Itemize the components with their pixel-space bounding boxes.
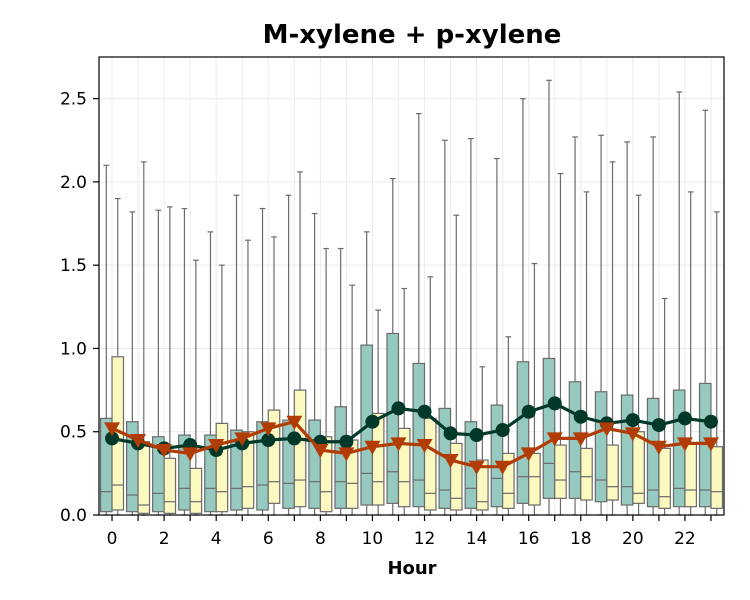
x-tick-label: 6 <box>263 529 274 549</box>
series-point <box>572 432 589 447</box>
series-point <box>182 447 199 462</box>
y-tick-label: 2.0 <box>60 173 87 193</box>
series-point <box>676 437 693 452</box>
lines <box>104 396 719 475</box>
box <box>308 419 321 509</box>
series-point <box>391 401 406 416</box>
box <box>241 431 255 509</box>
series-point <box>520 447 537 462</box>
box <box>397 427 411 508</box>
series-point <box>260 422 277 437</box>
series-point <box>417 404 432 419</box>
x-tick-label: 14 <box>466 529 488 549</box>
series-point <box>390 437 407 452</box>
series-point <box>546 432 563 447</box>
series-point <box>650 440 667 455</box>
box <box>215 422 229 513</box>
box <box>371 412 385 506</box>
series-point <box>338 447 355 462</box>
series-point <box>702 437 719 452</box>
series-point <box>573 409 588 424</box>
box <box>293 389 307 508</box>
series-point <box>339 434 354 449</box>
x-axis-label: Hour <box>387 558 436 579</box>
series-point <box>677 411 692 426</box>
series-point <box>105 431 120 446</box>
series-point <box>261 433 276 448</box>
y-tick-label: 0.5 <box>60 423 87 443</box>
box <box>632 431 645 504</box>
series-point <box>104 422 121 437</box>
x-tick-label: 16 <box>518 529 540 549</box>
y-tick-label: 0.0 <box>60 506 87 526</box>
box <box>620 394 634 506</box>
series-point <box>287 431 302 446</box>
series-point <box>364 440 381 455</box>
series-point <box>625 413 640 428</box>
series-point <box>130 434 147 449</box>
x-tick-label: 20 <box>622 529 644 549</box>
box <box>658 447 671 509</box>
box <box>528 452 541 506</box>
box <box>267 409 281 504</box>
box <box>386 332 400 504</box>
box <box>672 389 686 508</box>
series-point <box>521 404 536 419</box>
y-tick-label: 2.5 <box>60 90 87 110</box>
box <box>449 442 463 511</box>
series-point <box>156 444 173 459</box>
series-point <box>365 414 380 429</box>
series-point <box>442 454 459 469</box>
series-point <box>468 460 485 475</box>
box <box>476 459 489 511</box>
plot-frame <box>98 56 725 516</box>
box <box>502 452 515 509</box>
y-tick-label: 1.5 <box>60 256 87 276</box>
series-point <box>234 432 251 447</box>
series-point <box>416 439 433 454</box>
series-point <box>703 414 718 429</box>
series-line <box>111 420 711 469</box>
series-point <box>469 428 484 443</box>
x-tick-label: 12 <box>414 529 436 549</box>
box <box>594 391 608 503</box>
series-point <box>443 426 458 441</box>
series-point <box>598 422 615 437</box>
box <box>606 444 619 501</box>
series-point <box>547 396 562 411</box>
x-tick-label: 2 <box>159 529 170 549</box>
box <box>490 404 504 508</box>
box <box>580 447 593 501</box>
series-point <box>495 423 510 438</box>
series-point <box>651 418 666 433</box>
chart-title: M-xylene + p-xylene <box>263 20 562 50</box>
series-point <box>312 444 329 459</box>
box <box>554 444 567 499</box>
box <box>684 442 697 508</box>
box <box>423 417 437 511</box>
box <box>163 457 177 514</box>
x-tick-label: 18 <box>570 529 592 549</box>
series-point <box>494 460 511 475</box>
box <box>710 446 724 509</box>
y-tick-label: 1.0 <box>60 339 87 359</box>
series-point <box>624 427 641 442</box>
box <box>319 436 333 513</box>
series-point <box>286 415 303 430</box>
x-tick-label: 22 <box>674 529 696 549</box>
box <box>542 357 556 499</box>
box <box>412 362 426 508</box>
box <box>137 441 151 514</box>
box <box>516 361 530 504</box>
box <box>189 467 203 514</box>
x-tick-label: 0 <box>107 529 118 549</box>
x-tick-label: 10 <box>362 529 384 549</box>
ticks: 0 2 4 6 8 10 12 14 16 18 20 22 0.0 0.5 1.0 1.5 2.0 2.5 <box>60 90 712 549</box>
series-point <box>208 439 225 454</box>
x-tick-label: 4 <box>211 529 222 549</box>
x-tick-label: 8 <box>315 529 326 549</box>
